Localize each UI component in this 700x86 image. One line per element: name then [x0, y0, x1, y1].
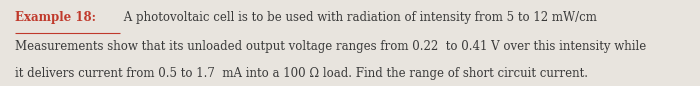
Text: Example 18:: Example 18: — [15, 12, 97, 25]
Text: it delivers current from 0.5 to 1.7  mA into a 100 Ω load. Find the range of sho: it delivers current from 0.5 to 1.7 mA i… — [15, 67, 589, 80]
Text: Measurements show that its unloaded output voltage ranges from 0.22  to 0.41 V o: Measurements show that its unloaded outp… — [15, 40, 647, 53]
Text: A photovoltaic cell is to be used with radiation of intensity from 5 to 12 mW/cm: A photovoltaic cell is to be used with r… — [120, 12, 597, 25]
